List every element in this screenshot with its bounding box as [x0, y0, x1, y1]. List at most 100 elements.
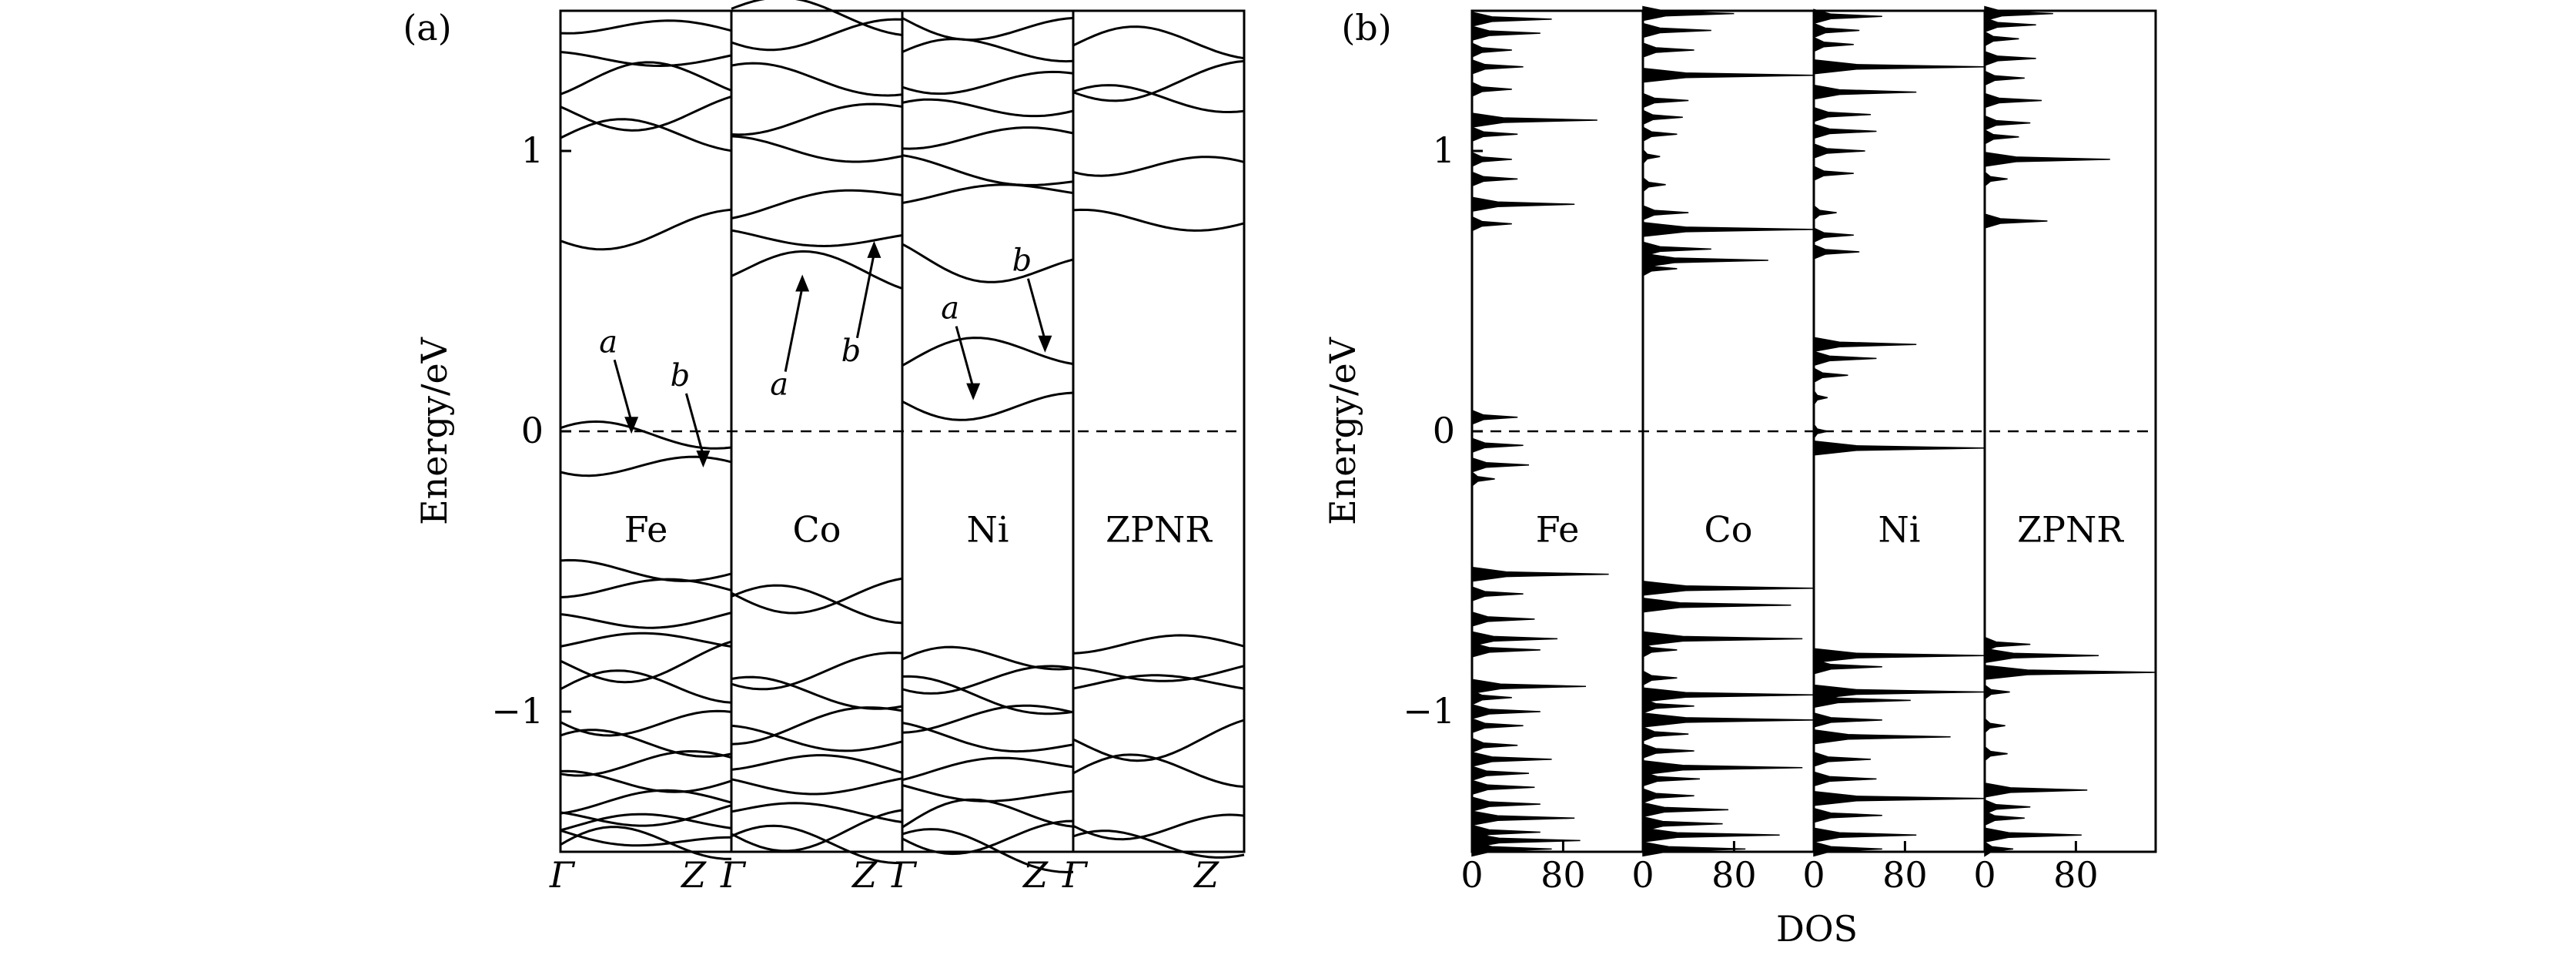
- dos-peak: [1471, 81, 1512, 98]
- dos-peak: [1642, 670, 1678, 686]
- dos-peak: [1471, 718, 1524, 734]
- band-line: [731, 675, 903, 710]
- band-line: [560, 420, 732, 450]
- annotation-arrow: [613, 359, 633, 422]
- dos-subpanel-fe: Fe 0 80: [1460, 11, 1609, 896]
- band-line: [902, 243, 1074, 283]
- dos-peak: [1642, 176, 1666, 193]
- band-line: [731, 250, 903, 290]
- dos-peak: [1471, 751, 1552, 767]
- dos-peak: [1471, 566, 1609, 582]
- dos-peak: [1642, 827, 1780, 843]
- dos-peak: [1642, 725, 1689, 742]
- dos-peak: [1471, 171, 1518, 187]
- band-line: [560, 632, 732, 648]
- y-tick-label: 0: [1433, 410, 1455, 451]
- dos-peak: [1813, 227, 1854, 243]
- dos-peak: [1813, 22, 1860, 39]
- band-line: [731, 754, 903, 774]
- dos-peak: [1471, 42, 1512, 59]
- dos-peak: [1471, 457, 1530, 473]
- band-line: [731, 777, 903, 796]
- dos-axis-label: DOS: [1776, 908, 1858, 950]
- dos-peak: [1642, 222, 1815, 237]
- dos-peak: [1813, 389, 1828, 407]
- dos-peak: [1984, 799, 2031, 815]
- dos-peak: [1471, 151, 1512, 168]
- y-tick-label: −1: [491, 690, 544, 732]
- band-line: [1072, 634, 1245, 655]
- band-annotation-label: a: [770, 367, 788, 403]
- dos-peak: [1642, 597, 1791, 613]
- y-tick-label: 1: [521, 129, 544, 171]
- panel-b-label: (b): [1341, 7, 1391, 49]
- dos-peak: [1471, 631, 1558, 647]
- dos-peak: [1813, 123, 1877, 139]
- band-line: [560, 813, 732, 832]
- band-line: [560, 829, 732, 847]
- dos-peak: [1984, 129, 2019, 146]
- annotation-arrow: [955, 326, 975, 388]
- dos-peak: [1813, 712, 1882, 728]
- k-point-label: Z: [1022, 854, 1049, 896]
- band-line: [1072, 208, 1245, 232]
- dos-peak: [1984, 810, 2025, 826]
- dos-peak: [1471, 11, 1552, 27]
- band-line: [902, 722, 1074, 753]
- band-line: [731, 809, 903, 853]
- band-line: [902, 98, 1074, 118]
- annotation-arrowhead: [1038, 335, 1052, 353]
- dos-peak: [1471, 471, 1495, 488]
- dos-peak: [1813, 684, 1986, 700]
- band-line: [560, 61, 732, 96]
- band-line: [560, 769, 732, 793]
- dos-peak: [1813, 827, 1917, 843]
- band-subpanel-ni: Ni a b Γ Z: [891, 11, 1074, 896]
- band-line: [560, 789, 732, 815]
- dos-peak: [1813, 165, 1854, 182]
- panel-a-label: (a): [403, 7, 451, 49]
- annotation-arrowhead: [867, 240, 882, 258]
- x-tick-label: 0: [1802, 854, 1825, 896]
- dos-peak: [1984, 841, 2014, 857]
- y-axis-label: Energy/eV: [413, 337, 455, 525]
- band-subpanel-zpnr: ZPNR Γ Z: [1062, 11, 1245, 896]
- band-line: [902, 665, 1074, 695]
- dos-peak: [1984, 152, 2110, 167]
- k-point-label: Γ: [1062, 854, 1089, 896]
- dos-peak: [1471, 810, 1575, 826]
- band-line: [1072, 719, 1245, 762]
- dos-peak: [1984, 31, 2019, 47]
- k-point-label: Γ: [549, 854, 576, 896]
- band-annotation-label: a: [941, 291, 959, 327]
- band-line: [902, 337, 1074, 367]
- band-line: [560, 558, 732, 582]
- band-line: [1072, 59, 1245, 102]
- band-line: [902, 756, 1074, 782]
- band-line: [731, 824, 902, 864]
- k-point-label: Z: [1193, 854, 1219, 896]
- dos-peak: [1471, 779, 1535, 796]
- dos-peak: [1642, 712, 1815, 728]
- dos-peak: [1984, 92, 2042, 109]
- x-tick-label: 80: [1541, 854, 1586, 896]
- dos-peak: [1642, 742, 1694, 759]
- dos-peak: [1471, 196, 1575, 213]
- dos-peak: [1813, 337, 1917, 353]
- band-line: [902, 675, 1074, 715]
- band-line: [560, 612, 732, 629]
- dos-peak: [1984, 782, 2088, 798]
- dos-peak: [1642, 759, 1803, 776]
- annotation-arrow: [855, 253, 875, 339]
- band-line: [731, 62, 903, 97]
- dos-peak: [1471, 126, 1518, 142]
- band-line: [560, 826, 732, 860]
- dos-peak: [1984, 684, 2010, 700]
- band-annotation-label: a: [599, 324, 617, 360]
- dos-peak: [1813, 84, 1917, 100]
- band-line: [1072, 829, 1245, 859]
- dos-peak: [1813, 440, 1986, 456]
- dos-peak: [1471, 611, 1535, 627]
- dos-peak: [1813, 350, 1877, 367]
- dos-peak: [1642, 631, 1803, 647]
